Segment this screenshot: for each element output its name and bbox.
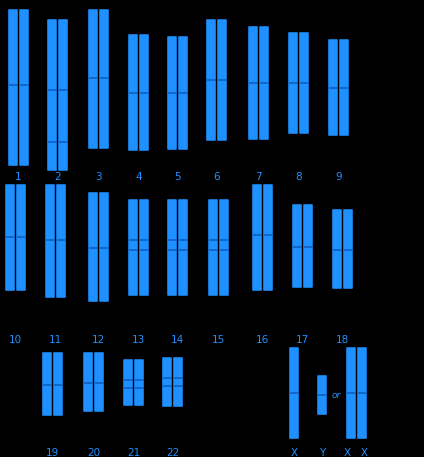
FancyBboxPatch shape <box>99 9 109 149</box>
FancyBboxPatch shape <box>288 32 298 134</box>
FancyBboxPatch shape <box>167 36 177 150</box>
FancyBboxPatch shape <box>5 184 15 291</box>
Text: 20: 20 <box>87 448 100 457</box>
FancyBboxPatch shape <box>56 184 66 298</box>
Text: 5: 5 <box>174 172 181 182</box>
FancyBboxPatch shape <box>208 199 218 296</box>
FancyBboxPatch shape <box>303 204 313 288</box>
FancyBboxPatch shape <box>128 34 138 151</box>
FancyBboxPatch shape <box>173 357 183 407</box>
FancyBboxPatch shape <box>42 352 52 416</box>
FancyBboxPatch shape <box>83 352 93 412</box>
Text: 22: 22 <box>166 448 179 457</box>
FancyBboxPatch shape <box>299 32 309 134</box>
Text: Y: Y <box>319 448 325 457</box>
Text: 3: 3 <box>95 172 102 182</box>
FancyBboxPatch shape <box>19 9 29 166</box>
Text: 2: 2 <box>54 172 61 182</box>
FancyBboxPatch shape <box>99 192 109 302</box>
Text: 18: 18 <box>336 335 349 345</box>
FancyBboxPatch shape <box>328 39 338 136</box>
FancyBboxPatch shape <box>134 359 144 406</box>
Text: 7: 7 <box>255 172 262 182</box>
Text: 11: 11 <box>49 335 62 345</box>
FancyBboxPatch shape <box>94 352 104 412</box>
FancyBboxPatch shape <box>53 352 63 416</box>
Text: 12: 12 <box>92 335 105 345</box>
FancyBboxPatch shape <box>339 39 349 136</box>
Text: 10: 10 <box>9 335 22 345</box>
FancyBboxPatch shape <box>343 209 353 289</box>
FancyBboxPatch shape <box>88 192 98 302</box>
FancyBboxPatch shape <box>139 34 149 151</box>
FancyBboxPatch shape <box>357 347 367 439</box>
FancyBboxPatch shape <box>178 199 188 296</box>
Text: 15: 15 <box>212 335 225 345</box>
FancyBboxPatch shape <box>289 347 299 439</box>
FancyBboxPatch shape <box>128 199 138 296</box>
FancyBboxPatch shape <box>217 19 227 141</box>
Text: 19: 19 <box>46 448 59 457</box>
Text: or: or <box>332 390 341 399</box>
Text: 9: 9 <box>335 172 342 182</box>
FancyBboxPatch shape <box>248 26 258 140</box>
FancyBboxPatch shape <box>346 347 356 439</box>
FancyBboxPatch shape <box>206 19 216 141</box>
Text: 6: 6 <box>213 172 220 182</box>
Text: X: X <box>290 448 298 457</box>
FancyBboxPatch shape <box>332 209 342 289</box>
FancyBboxPatch shape <box>8 9 18 166</box>
FancyBboxPatch shape <box>292 204 302 288</box>
FancyBboxPatch shape <box>219 199 229 296</box>
FancyBboxPatch shape <box>317 375 327 415</box>
FancyBboxPatch shape <box>162 357 172 407</box>
Text: 8: 8 <box>295 172 302 182</box>
Text: 21: 21 <box>127 448 140 457</box>
FancyBboxPatch shape <box>259 26 269 140</box>
Text: 1: 1 <box>15 172 22 182</box>
FancyBboxPatch shape <box>45 184 55 298</box>
FancyBboxPatch shape <box>16 184 26 291</box>
FancyBboxPatch shape <box>167 199 177 296</box>
Text: X   X: X X <box>344 448 368 457</box>
FancyBboxPatch shape <box>123 359 133 406</box>
Text: 14: 14 <box>171 335 184 345</box>
Text: 17: 17 <box>296 335 309 345</box>
FancyBboxPatch shape <box>88 9 98 149</box>
FancyBboxPatch shape <box>263 184 273 291</box>
FancyBboxPatch shape <box>252 184 262 291</box>
FancyBboxPatch shape <box>47 19 57 171</box>
FancyBboxPatch shape <box>178 36 188 150</box>
FancyBboxPatch shape <box>139 199 149 296</box>
Text: 16: 16 <box>256 335 269 345</box>
FancyBboxPatch shape <box>58 19 68 171</box>
Text: 13: 13 <box>132 335 145 345</box>
Text: 4: 4 <box>135 172 142 182</box>
